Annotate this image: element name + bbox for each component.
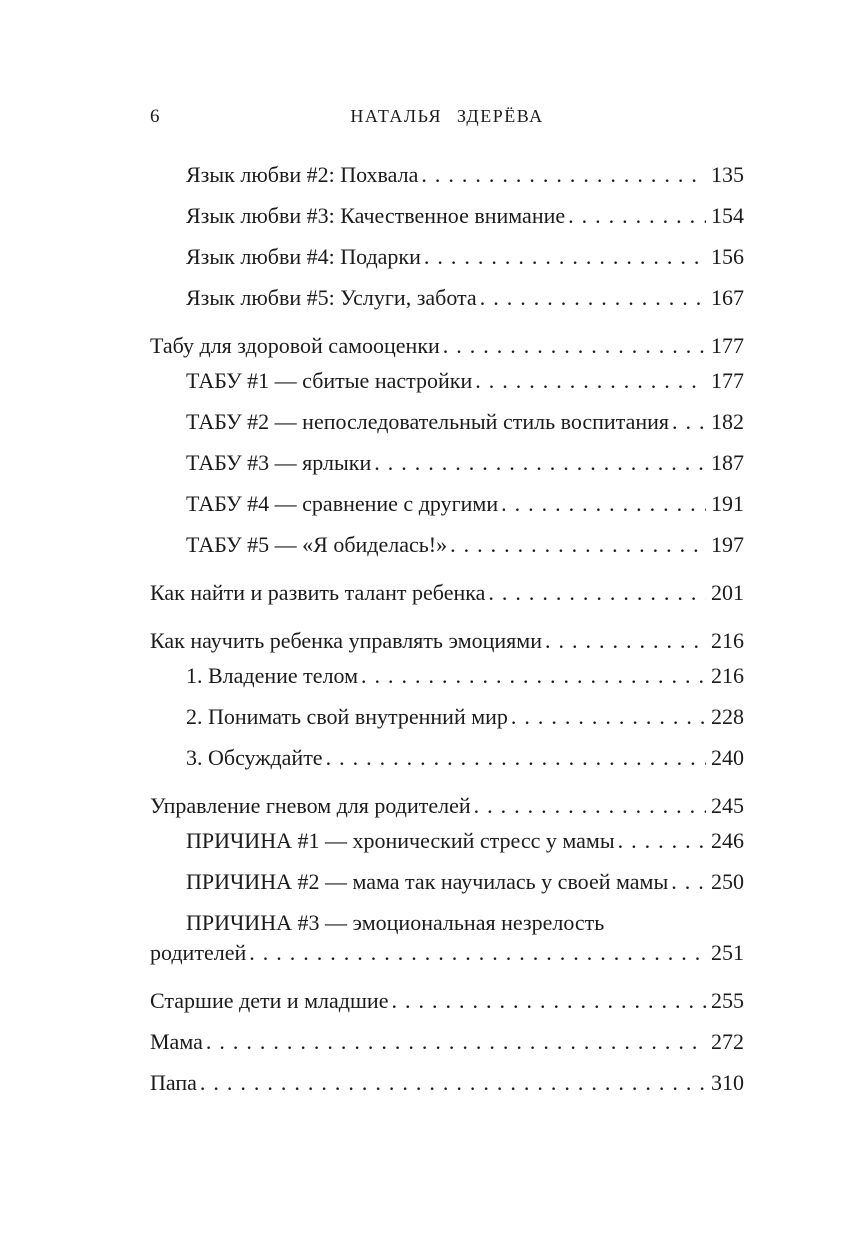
toc-entry-page: 135 bbox=[711, 162, 744, 187]
toc-entry-title: Язык любви #3: Качественное внимание bbox=[186, 203, 566, 228]
dot-leader bbox=[618, 828, 706, 854]
toc-entry-title: Папа bbox=[150, 1070, 197, 1095]
toc-entry-title: Мама bbox=[150, 1029, 203, 1054]
toc-entry: Мама 272 bbox=[150, 1029, 744, 1055]
dot-leader bbox=[361, 663, 706, 689]
toc-entry: Язык любви #4: Подарки 156 bbox=[150, 244, 744, 270]
dot-leader bbox=[488, 580, 706, 606]
toc-entry-title: Язык любви #4: Подарки bbox=[186, 244, 421, 269]
toc-entry: ТАБУ #4 — сравнение с другими 191 bbox=[150, 491, 744, 517]
toc-entry-page: 216 bbox=[711, 663, 744, 688]
dot-leader bbox=[475, 368, 706, 394]
toc-entry: Папа 310 bbox=[150, 1070, 744, 1096]
dot-leader bbox=[568, 203, 706, 229]
dot-leader bbox=[391, 988, 706, 1014]
dot-leader bbox=[480, 285, 706, 311]
toc-entry: ТАБУ #5 — «Я обиделась!» 197 bbox=[150, 532, 744, 558]
toc-entry-page: 191 bbox=[711, 491, 744, 516]
toc-entry-title: Язык любви #5: Услуги, забота bbox=[186, 285, 477, 310]
toc-entry-page: 167 bbox=[711, 285, 744, 310]
toc-entry: ТАБУ #1 — сбитые настройки 177 bbox=[150, 368, 744, 394]
toc-entry-title: ПРИЧИНА #1 — хронический стресс у мамы bbox=[186, 828, 615, 853]
toc-list: Язык любви #2: Похвала 135 Язык любви #3: … bbox=[150, 162, 744, 1096]
dot-leader bbox=[450, 532, 706, 558]
toc-entry-page: 245 bbox=[711, 793, 744, 818]
toc-entry: ТАБУ #3 — ярлыки 187 bbox=[150, 450, 744, 476]
toc-entry-title: ПРИЧИНА #3 — эмоциональная незрелость bbox=[186, 910, 605, 935]
toc-entry-page: 156 bbox=[711, 244, 744, 269]
toc-entry-title: ТАБУ #2 — непоследовательный стиль воспи… bbox=[186, 409, 670, 434]
toc-entry-page: 251 bbox=[711, 940, 744, 965]
dot-leader bbox=[421, 162, 706, 188]
toc-entry-page: 177 bbox=[711, 333, 744, 358]
toc-entry: ПРИЧИНА #3 — эмоциональная незрелость bbox=[150, 910, 744, 936]
toc-entry-page: 246 bbox=[711, 828, 744, 853]
dot-leader bbox=[671, 869, 706, 895]
page-number: 6 bbox=[150, 106, 160, 127]
toc-entry: 1. Владение телом 216 bbox=[150, 663, 744, 689]
toc-entry-title: 1. Владение телом bbox=[186, 663, 359, 688]
toc-entry: Язык любви #3: Качественное внимание 154 bbox=[150, 203, 744, 229]
toc-entry-title: 3. Обсуждайте bbox=[186, 745, 323, 770]
dot-leader bbox=[206, 1029, 706, 1055]
toc-entry: Как найти и развить талант ребенка 201 bbox=[150, 580, 744, 606]
toc-entry-title: ТАБУ #4 — сравнение с другими bbox=[186, 491, 499, 516]
toc-entry-page: 201 bbox=[711, 580, 744, 605]
toc-entry-page: 310 bbox=[711, 1070, 744, 1095]
dot-leader bbox=[200, 1070, 706, 1096]
toc-entry-page: 182 bbox=[711, 409, 744, 434]
dot-leader bbox=[374, 450, 706, 476]
toc-entry: Табу для здоровой самооценки 177 bbox=[150, 333, 744, 359]
toc-entry-title: ТАБУ #5 — «Я обиделась!» bbox=[186, 532, 448, 557]
dot-leader bbox=[511, 704, 706, 730]
toc-entry-page: 228 bbox=[711, 704, 744, 729]
dot-leader bbox=[424, 244, 706, 270]
toc-entry-title: Старшие дети и младшие bbox=[150, 988, 389, 1013]
toc-entry-title: ТАБУ #1 — сбитые настройки bbox=[186, 368, 473, 393]
toc-entry: 3. Обсуждайте 240 bbox=[150, 745, 744, 771]
toc-entry-title: Язык любви #2: Похвала bbox=[186, 162, 419, 187]
toc-entry: Язык любви #5: Услуги, забота 167 bbox=[150, 285, 744, 311]
toc-entry-page: 177 bbox=[711, 368, 744, 393]
toc-entry-title: родителей bbox=[150, 940, 247, 965]
toc-entry-page: 216 bbox=[711, 628, 744, 653]
toc-entry-title: Управление гневом для родителей bbox=[150, 793, 471, 818]
toc-entry-page: 272 bbox=[711, 1029, 744, 1054]
toc-entry-title: ПРИЧИНА #2 — мама так научилась у своей … bbox=[186, 869, 669, 894]
toc-entry-title: Как найти и развить талант ребенка bbox=[150, 580, 486, 605]
dot-leader bbox=[326, 745, 706, 771]
toc-entry-page: 250 bbox=[711, 869, 744, 894]
dot-leader bbox=[443, 333, 706, 359]
toc-entry: 2. Понимать свой внутренний мир 228 bbox=[150, 704, 744, 730]
toc-entry-title: Табу для здоровой самооценки bbox=[150, 333, 440, 358]
toc-entry: родителей 251 bbox=[150, 940, 744, 966]
toc-entry-page: 154 bbox=[711, 203, 744, 228]
toc-entry-title: 2. Понимать свой внутренний мир bbox=[186, 704, 508, 729]
toc-entry: Старшие дети и младшие 255 bbox=[150, 988, 744, 1014]
toc-entry: Управление гневом для родителей 245 bbox=[150, 793, 744, 819]
dot-leader bbox=[545, 628, 706, 654]
toc-entry-page: 197 bbox=[711, 532, 744, 557]
toc-entry: ПРИЧИНА #1 — хронический стресс у мамы 24… bbox=[150, 828, 744, 854]
running-head: 6 НАТАЛЬЯ ЗДЕРЁВА bbox=[150, 104, 744, 129]
toc-entry: ПРИЧИНА #2 — мама так научилась у своей … bbox=[150, 869, 744, 895]
toc-entry: ТАБУ #2 — непоследовательный стиль воспи… bbox=[150, 409, 744, 435]
running-title: НАТАЛЬЯ ЗДЕРЁВА bbox=[350, 106, 544, 126]
toc-entry-page: 255 bbox=[711, 988, 744, 1013]
toc-entry-title: ТАБУ #3 — ярлыки bbox=[186, 450, 372, 475]
dot-leader bbox=[672, 409, 706, 435]
toc-entry-page: 240 bbox=[711, 745, 744, 770]
toc-entry-page: 187 bbox=[711, 450, 744, 475]
toc-entry: Как научить ребенка управлять эмоциями 21… bbox=[150, 628, 744, 654]
toc-entry: Язык любви #2: Похвала 135 bbox=[150, 162, 744, 188]
dot-leader bbox=[249, 940, 706, 966]
toc-entry-title: Как научить ребенка управлять эмоциями bbox=[150, 628, 542, 653]
dot-leader bbox=[474, 793, 706, 819]
dot-leader bbox=[501, 491, 706, 517]
